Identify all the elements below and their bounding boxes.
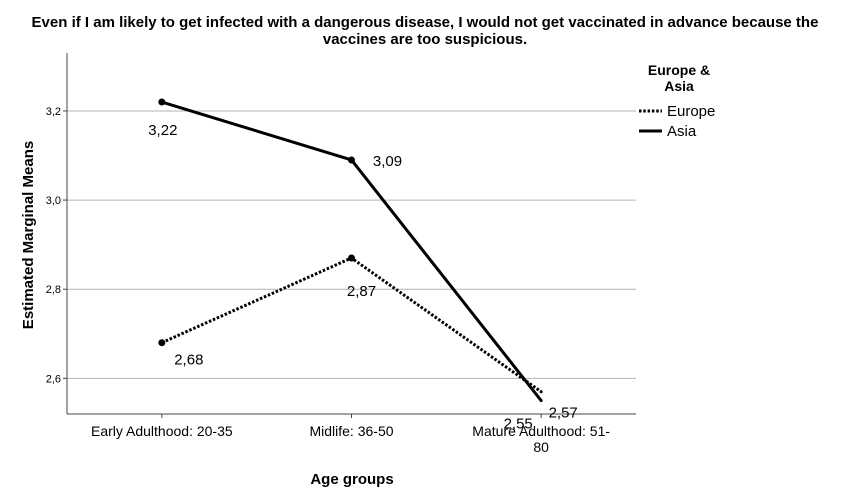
data-point-asia (348, 156, 355, 164)
y-tick-label: 2,8 (46, 284, 61, 296)
legend-title-line-2: Asia (664, 78, 694, 94)
data-label-europe: 2,57 (549, 405, 578, 422)
legend-items: Europe Asia (639, 103, 715, 140)
legend-title-line-1: Europe & (648, 62, 710, 78)
data-labels: 2,68 2,87 2,57 3,22 3,09 2,55 (148, 122, 578, 433)
chart-title-line-1: Even if I am likely to get infected with… (32, 14, 819, 31)
data-label-europe: 2,68 (174, 352, 203, 369)
x-tick-label: Midlife: 36-50 (309, 423, 393, 439)
data-point-europe (539, 390, 543, 394)
series-line-europe (161, 256, 543, 393)
x-axis-label: Age groups (310, 471, 393, 488)
y-tick-labels: 2,6 2,8 3,0 3,2 (46, 106, 61, 385)
x-tick-labels: Early Adulthood: 20-35 Midlife: 36-50 Matu… (91, 423, 610, 455)
data-label-asia: 3,09 (373, 153, 402, 170)
y-tick-label: 2,6 (46, 373, 61, 385)
data-label-europe: 2,87 (347, 283, 376, 300)
legend: Europe & Asia Europe Asia (639, 62, 715, 140)
data-point-asia (158, 98, 166, 106)
x-tick-label: Mature Adulthood: 51-80 (472, 423, 610, 455)
series-points (158, 98, 543, 403)
series-lines (161, 100, 543, 402)
chart-title-line-2: vaccines are too suspicious. (323, 31, 527, 48)
data-point-europe (158, 339, 166, 347)
data-point-asia (539, 399, 543, 403)
y-tick-label: 3,2 (46, 106, 61, 118)
data-label-asia: 3,22 (148, 122, 177, 139)
legend-label-europe: Europe (667, 103, 715, 120)
x-tick-label: Early Adulthood: 20-35 (91, 423, 233, 439)
y-axis-label: Estimated Marginal Means (20, 141, 37, 329)
axes (63, 53, 636, 418)
data-point-europe (348, 254, 355, 262)
data-label-asia: 2,55 (504, 416, 533, 433)
series-line-asia (161, 100, 543, 402)
legend-label-asia: Asia (667, 123, 697, 140)
gridlines (67, 110, 636, 379)
y-tick-label: 3,0 (46, 195, 61, 207)
